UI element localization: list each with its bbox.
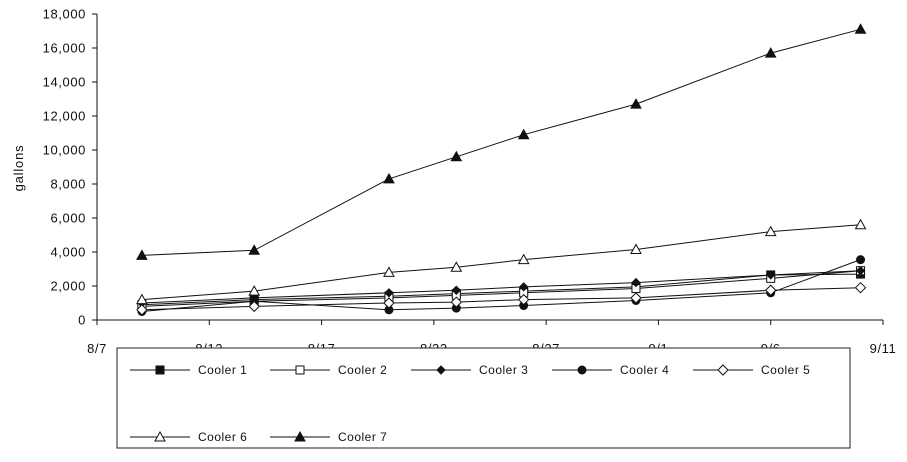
data-point: [517, 253, 530, 265]
series-line: [141, 28, 861, 256]
data-point: [765, 284, 777, 296]
data-point: [631, 277, 641, 288]
legend-item: Cooler 3: [411, 363, 528, 377]
data-point: [383, 172, 395, 184]
legend-marker: [294, 430, 306, 442]
data-point: [450, 261, 463, 272]
y-axis-title: gallons: [11, 145, 26, 192]
legend-item: Cooler 2: [270, 363, 387, 377]
legend-item: Cooler 7: [270, 430, 387, 444]
series-line: [141, 287, 861, 311]
data-point: [517, 128, 530, 140]
y-tick-label: 4,000: [50, 245, 86, 260]
series-7: [136, 23, 867, 260]
y-tick-label: 12,000: [43, 109, 86, 124]
series-2: [137, 266, 866, 311]
series-3: [137, 265, 866, 308]
series-line: [141, 224, 861, 301]
data-point: [630, 292, 642, 304]
data-point: [248, 285, 261, 296]
data-point: [450, 296, 463, 308]
legend-marker: [717, 364, 729, 376]
data-point: [383, 266, 395, 277]
data-point: [451, 285, 462, 295]
data-point: [518, 282, 529, 292]
data-point: [517, 293, 530, 306]
legend-item: Cooler 5: [693, 363, 810, 377]
data-point: [764, 225, 777, 237]
data-point: [766, 270, 776, 280]
legend-marker: [436, 365, 446, 375]
legend-item: Cooler 6: [130, 430, 247, 444]
legend-marker: [577, 365, 587, 375]
series-5: [136, 281, 867, 316]
data-point: [854, 218, 867, 230]
legend-label: Cooler 7: [338, 430, 387, 444]
data-point: [383, 297, 395, 309]
data-point: [854, 23, 867, 34]
plot-series: [136, 23, 867, 316]
data-point: [450, 150, 463, 162]
series-line: [141, 270, 861, 307]
legend-label: Cooler 1: [198, 363, 247, 377]
data-point: [764, 47, 777, 58]
data-point: [136, 293, 148, 305]
y-tick-label: 2,000: [50, 279, 86, 294]
data-point: [856, 255, 866, 265]
y-axis: 0 2,000 4,000 6,000 8,000 10,000 12,000 14,000 1…: [43, 7, 98, 328]
legend-marker: [155, 365, 165, 375]
legend: Cooler 1 Cooler 2 Cooler 3 Cooler 4 Cooler 5…: [116, 347, 851, 449]
data-point: [630, 243, 642, 254]
data-point: [248, 244, 261, 255]
legend-label: Cooler 3: [479, 363, 528, 377]
x-tick-label: 8/7: [87, 341, 107, 356]
legend-item: Cooler 1: [130, 363, 247, 377]
y-tick-label: 14,000: [43, 75, 86, 90]
data-point: [136, 249, 148, 260]
y-tick-label: 8,000: [50, 177, 86, 192]
series-line: [141, 273, 861, 306]
legend-marker: [295, 365, 305, 375]
legend-item: Cooler 4: [552, 363, 669, 377]
data-point: [248, 300, 260, 313]
data-point: [855, 265, 866, 276]
data-point: [384, 288, 394, 298]
y-tick-label: 0: [78, 313, 86, 328]
data-point: [136, 304, 148, 316]
legend-label: Cooler 2: [338, 363, 387, 377]
legend-label: Cooler 6: [198, 430, 247, 444]
y-tick-label: 18,000: [43, 7, 86, 22]
legend-label: Cooler 5: [761, 363, 810, 377]
x-tick-label: 9/11: [870, 341, 897, 356]
series-line: [141, 270, 861, 304]
data-point: [630, 98, 642, 109]
series-line: [141, 259, 861, 312]
y-tick-label: 16,000: [43, 41, 86, 56]
y-tick-label: 6,000: [50, 211, 86, 226]
series-6: [136, 218, 867, 305]
data-point: [854, 281, 867, 294]
legend-label: Cooler 4: [620, 363, 669, 377]
legend-box: [116, 347, 851, 449]
y-tick-label: 10,000: [43, 143, 86, 158]
legend-marker: [154, 430, 166, 442]
